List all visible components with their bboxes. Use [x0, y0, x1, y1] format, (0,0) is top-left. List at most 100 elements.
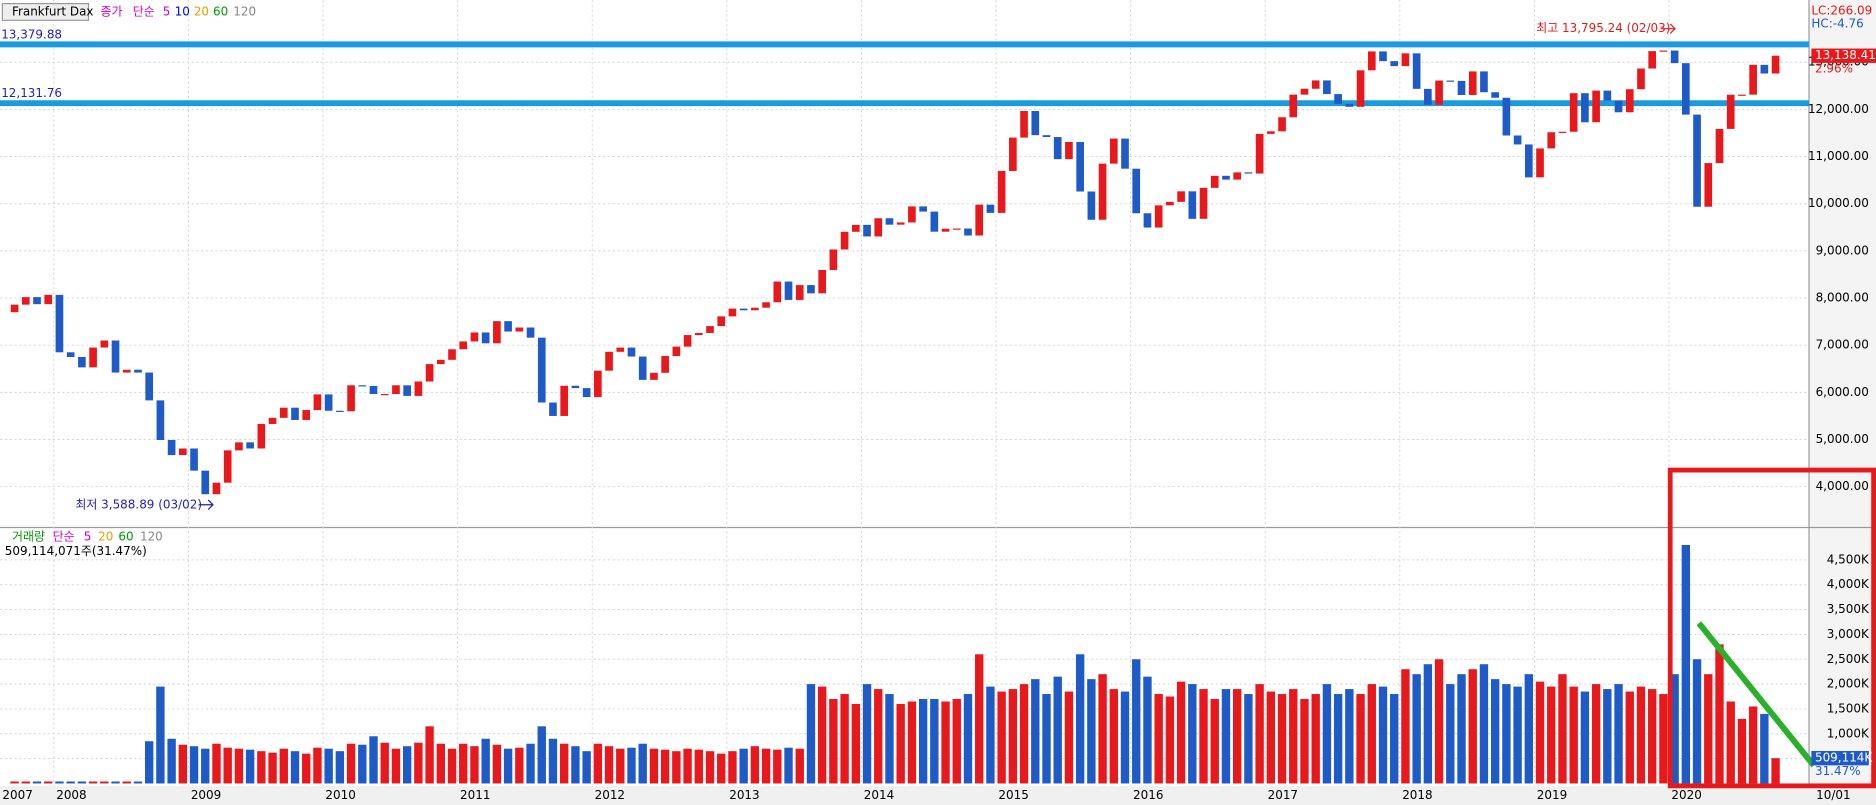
- x-tick-label: 2017: [1268, 788, 1298, 802]
- candle-body: [1323, 80, 1331, 95]
- volume-bar: [862, 684, 872, 784]
- candle-body: [795, 285, 804, 300]
- volume-bar: [10, 781, 19, 784]
- volume-bar: [604, 746, 614, 784]
- volume-bar: [560, 743, 569, 784]
- candle-body: [997, 171, 1006, 213]
- candle-body: [1222, 175, 1230, 180]
- candle-body: [1367, 51, 1376, 71]
- candle-body: [1154, 205, 1163, 228]
- volume-bar: [1266, 691, 1276, 784]
- candle-body: [964, 228, 972, 236]
- candle-body: [818, 269, 826, 294]
- volume-bar: [1232, 689, 1242, 784]
- candle-body: [1379, 51, 1387, 62]
- candle-body: [1109, 138, 1118, 164]
- candle-body: [1536, 148, 1544, 178]
- volume-bar: [761, 748, 771, 784]
- candle-body: [1581, 93, 1589, 123]
- volume-bar: [616, 748, 625, 784]
- candle-body: [896, 222, 905, 225]
- candle-body: [1267, 131, 1275, 134]
- volume-bar: [1603, 689, 1612, 784]
- volume-bar: [930, 699, 939, 784]
- candle-body: [1166, 201, 1174, 206]
- x-tick-label: 10/01: [1816, 788, 1850, 802]
- legend: 단순: [133, 4, 155, 18]
- candle-body: [436, 359, 445, 365]
- candle-body: [1065, 141, 1073, 160]
- candle-body: [1424, 88, 1432, 105]
- y-tick-label: 7,000.00: [1816, 338, 1869, 352]
- candle-body: [1760, 64, 1769, 74]
- axis-strip: [1809, 0, 1876, 805]
- hc: HC:-4.76: [1811, 16, 1863, 30]
- candle-body: [672, 346, 681, 357]
- volume-bar: [1692, 659, 1702, 784]
- candle-body: [1412, 53, 1421, 89]
- volume-bar: [234, 748, 244, 784]
- volume-bar: [223, 747, 232, 784]
- volume-bar: [840, 694, 849, 784]
- v-tick-label: 2,000K: [1827, 677, 1870, 691]
- volume-bar: [55, 781, 64, 784]
- x-tick-label: 2018: [1402, 788, 1432, 802]
- candle-body: [941, 228, 950, 232]
- volume-bar: [1367, 684, 1376, 784]
- level-label: 12,131.76: [1, 86, 62, 100]
- v-tick-label: 1,000K: [1827, 726, 1870, 740]
- volume-bar: [1356, 694, 1365, 784]
- candle-body: [885, 218, 894, 225]
- volume-bar: [963, 694, 973, 784]
- candle-body: [1715, 128, 1724, 164]
- volume-bar: [806, 684, 816, 784]
- volume-bar: [717, 753, 726, 784]
- volume-info: 509,114,071주(31.47%): [5, 544, 147, 558]
- candle-body: [1592, 90, 1600, 123]
- candle-body: [1771, 55, 1780, 74]
- candle-body: [1648, 51, 1657, 69]
- volume-bar: [1412, 674, 1421, 784]
- candle-body: [392, 385, 400, 395]
- candle-body: [1300, 88, 1309, 95]
- candle-body: [1682, 63, 1690, 115]
- candle-body: [1188, 191, 1197, 219]
- volume-bar: [548, 738, 558, 784]
- candle-body: [605, 351, 613, 371]
- volume-bar: [885, 694, 894, 784]
- x-tick-label: 2012: [595, 788, 625, 802]
- volume-bar: [874, 689, 883, 784]
- volume-bar: [133, 781, 143, 784]
- candle-body: [1199, 187, 1208, 219]
- candle-body: [1446, 80, 1455, 82]
- candle-body: [560, 385, 569, 416]
- candle-body: [728, 308, 737, 317]
- candle-body: [235, 442, 243, 451]
- volume-bar: [1479, 664, 1489, 784]
- candle-body: [739, 308, 748, 311]
- volume-bar: [750, 746, 760, 784]
- x-tick-label: 2008: [56, 788, 86, 802]
- volume-bar: [1625, 691, 1634, 784]
- volume-bar: [1322, 684, 1332, 784]
- volume-bar: [694, 749, 703, 784]
- candle-body: [403, 385, 411, 396]
- volume-bar: [447, 748, 457, 784]
- volume-bar: [212, 743, 221, 784]
- v-tick-label: 2,500K: [1827, 652, 1870, 666]
- candle-body: [1558, 131, 1567, 133]
- legend: 20: [98, 530, 113, 544]
- candle-body: [1132, 168, 1141, 214]
- candle-body: [55, 294, 64, 353]
- volume-bar: [571, 746, 580, 784]
- volume-bar: [1547, 686, 1556, 784]
- volume-bar: [829, 699, 838, 784]
- volume-bar: [1378, 686, 1388, 784]
- volume-bar: [1737, 718, 1747, 784]
- candle-body: [1244, 172, 1253, 174]
- volume-bar: [1333, 694, 1343, 784]
- volume-bar: [100, 781, 109, 784]
- candle-body: [594, 370, 602, 398]
- candle-body: [380, 394, 389, 396]
